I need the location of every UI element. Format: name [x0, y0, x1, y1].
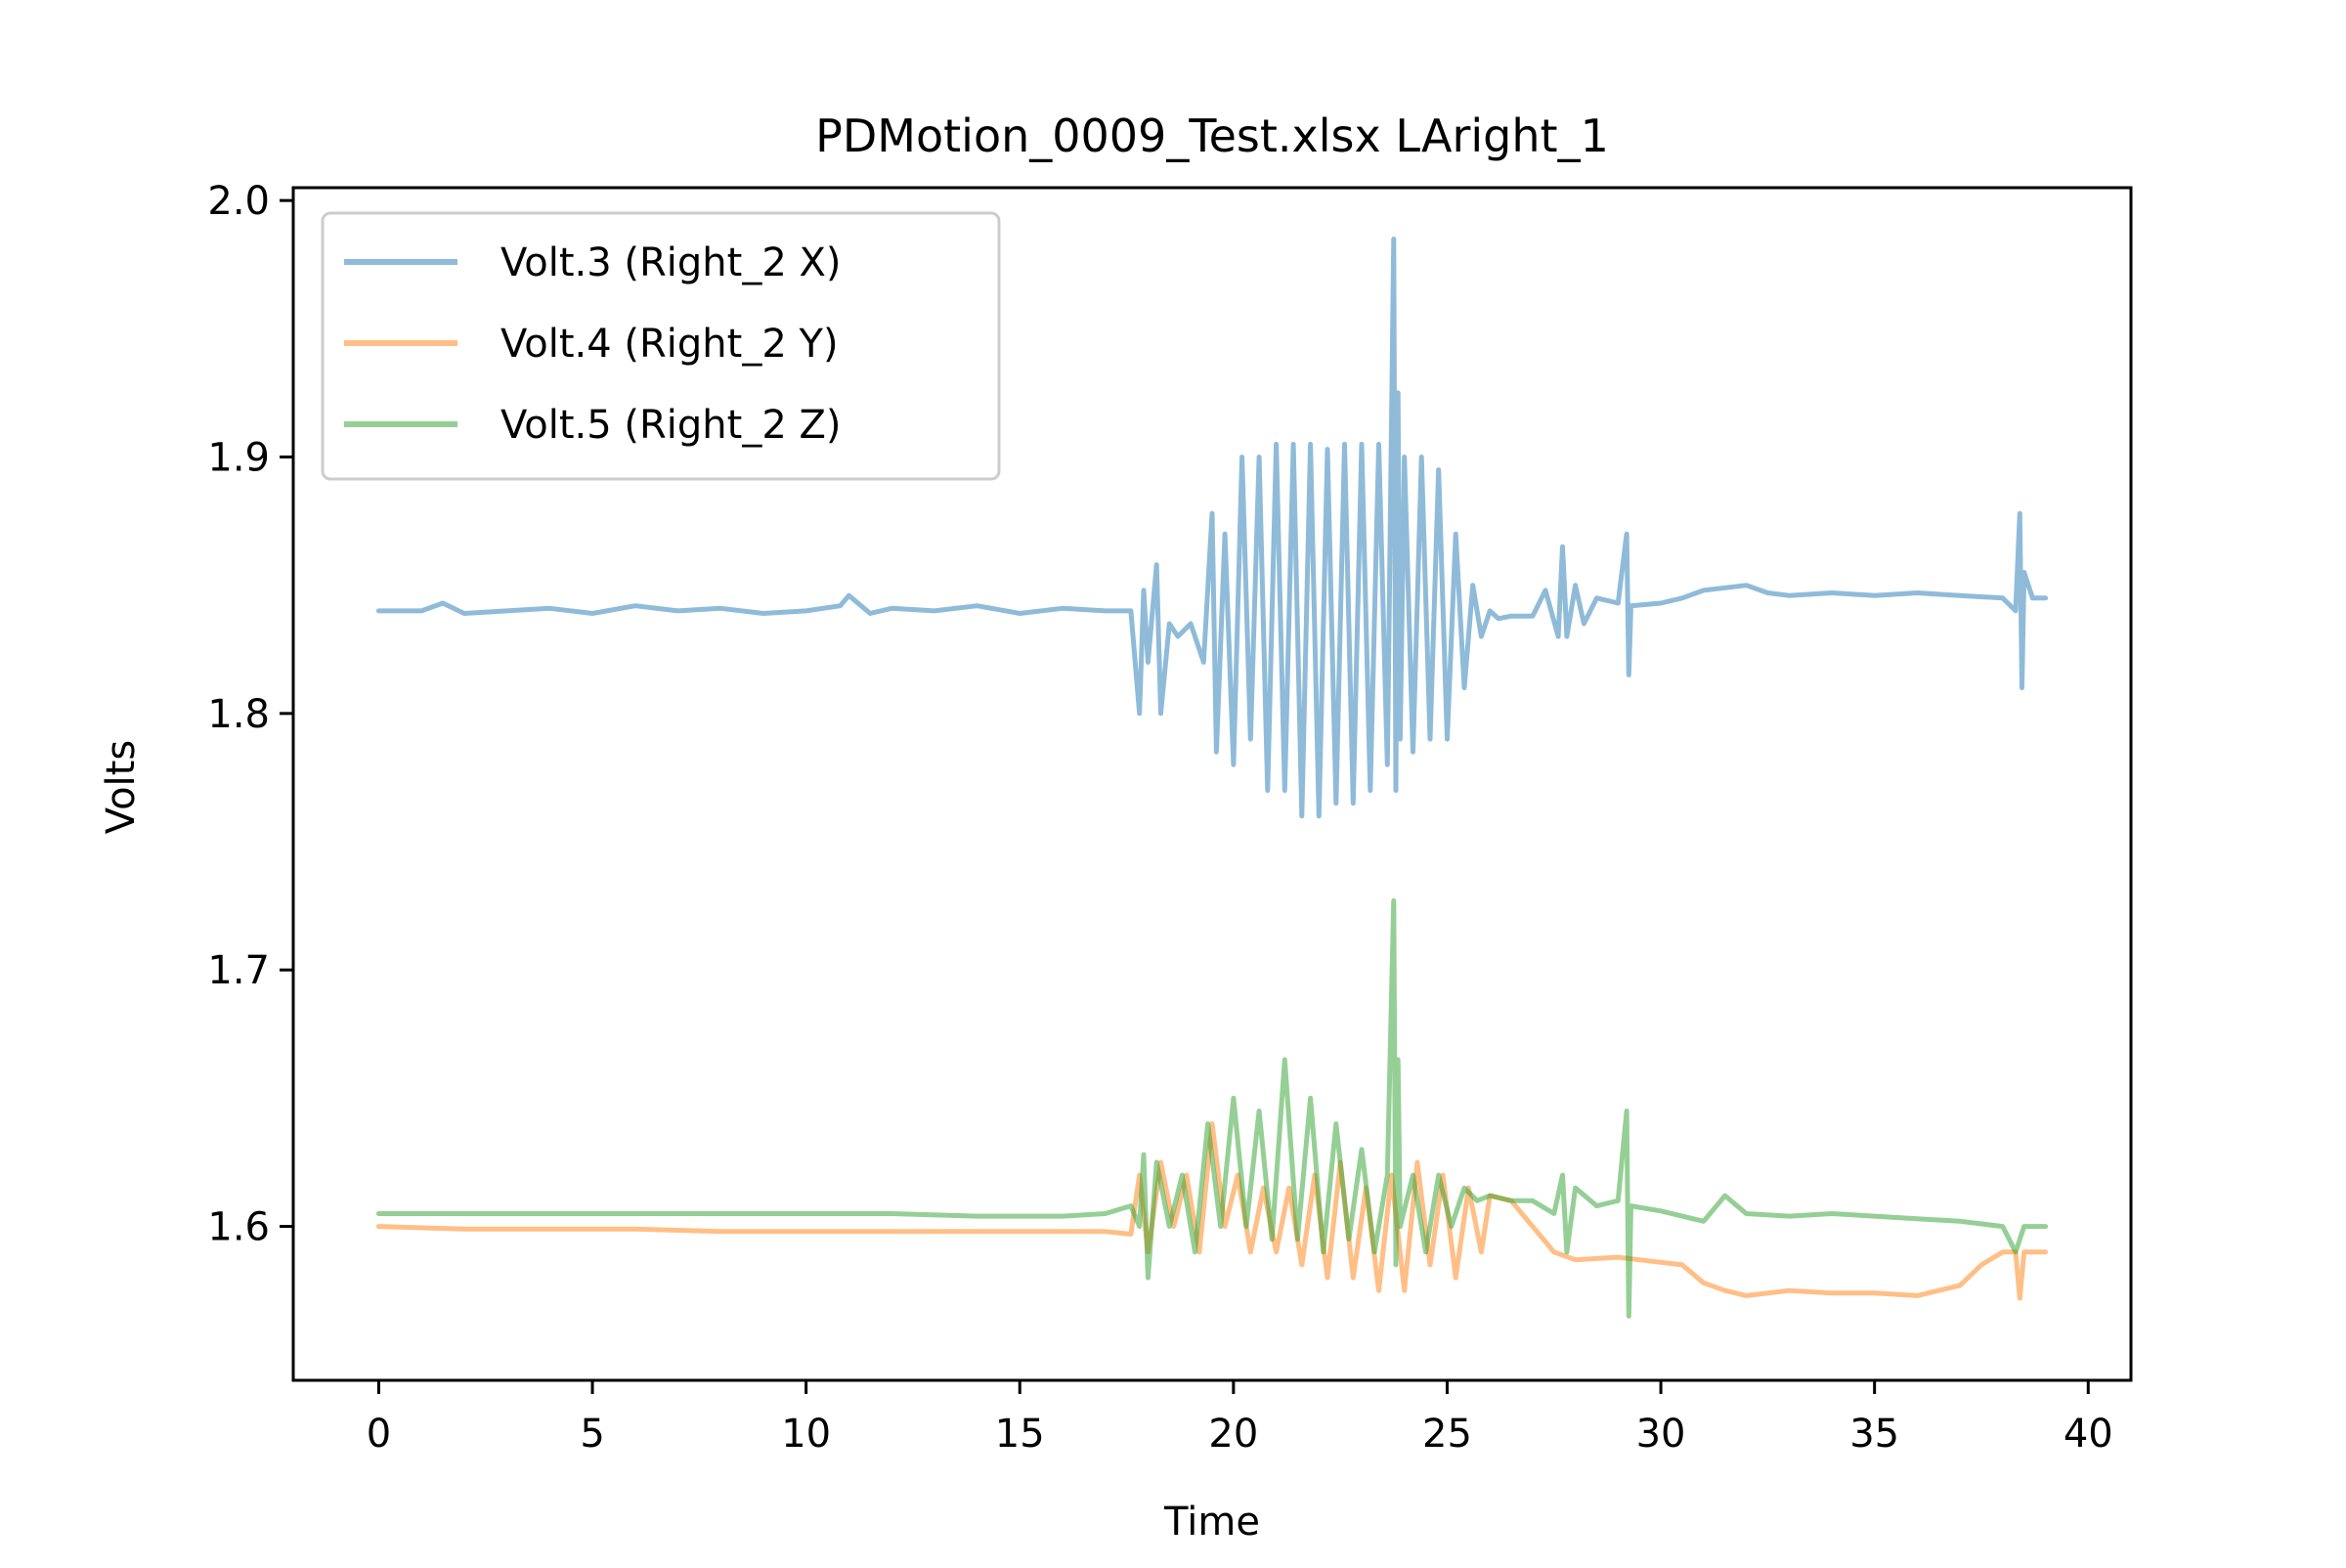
series-line-z — [375, 897, 2049, 1319]
legend-box — [321, 211, 1001, 481]
legend-label-z: Volt.5 (Right_2 Z) — [500, 403, 842, 448]
x-tick-label: 25 — [1422, 1412, 1472, 1457]
x-tick-label: 15 — [995, 1412, 1045, 1457]
y-tick-label: 2.0 — [207, 179, 270, 224]
chart-title: PDMotion_0009_Test.xlsx LAright_1 — [815, 109, 1609, 162]
y-tick-label: 1.9 — [207, 435, 270, 480]
legend-label-y: Volt.4 (Right_2 Y) — [500, 322, 839, 367]
y-tick-label: 1.8 — [207, 692, 270, 737]
x-axis-label: Time — [1163, 1500, 1260, 1545]
x-tick-label: 5 — [580, 1412, 604, 1457]
series-layer — [375, 237, 2049, 1319]
x-axis: 0 5 10 15 20 25 30 35 40 — [367, 1380, 2113, 1457]
x-tick-label: 40 — [2064, 1412, 2113, 1457]
y-tick-label: 1.6 — [207, 1205, 270, 1250]
legend-label-x: Volt.3 (Right_2 X) — [500, 240, 842, 285]
x-tick-label: 35 — [1849, 1412, 1899, 1457]
x-tick-label: 20 — [1208, 1412, 1258, 1457]
x-tick-label: 30 — [1636, 1412, 1686, 1457]
plot-frame — [291, 186, 2133, 1382]
series-line-x — [375, 237, 2049, 819]
y-axis: 1.6 1.7 1.8 1.9 2.0 — [207, 179, 293, 1250]
y-tick-label: 1.7 — [207, 948, 270, 993]
y-axis-label: Volts — [99, 740, 144, 834]
x-tick-label: 10 — [781, 1412, 831, 1457]
x-tick-label: 0 — [367, 1412, 391, 1457]
legend: Volt.3 (Right_2 X) Volt.4 (Right_2 Y) Vo… — [321, 211, 1001, 481]
